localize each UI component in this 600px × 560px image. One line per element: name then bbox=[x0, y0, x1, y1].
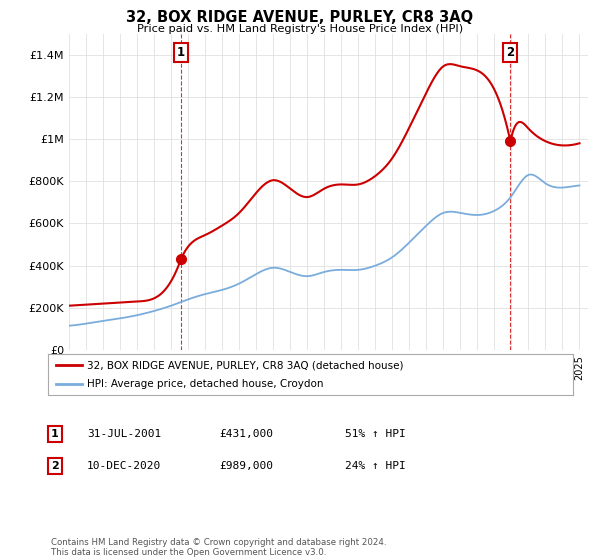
Text: Price paid vs. HM Land Registry's House Price Index (HPI): Price paid vs. HM Land Registry's House … bbox=[137, 24, 463, 34]
Text: Contains HM Land Registry data © Crown copyright and database right 2024.
This d: Contains HM Land Registry data © Crown c… bbox=[51, 538, 386, 557]
Text: 31-JUL-2001: 31-JUL-2001 bbox=[87, 429, 161, 439]
Text: 2: 2 bbox=[506, 46, 514, 59]
Text: £431,000: £431,000 bbox=[219, 429, 273, 439]
Text: 10-DEC-2020: 10-DEC-2020 bbox=[87, 461, 161, 471]
Text: £989,000: £989,000 bbox=[219, 461, 273, 471]
Text: 32, BOX RIDGE AVENUE, PURLEY, CR8 3AQ: 32, BOX RIDGE AVENUE, PURLEY, CR8 3AQ bbox=[127, 10, 473, 25]
Text: HPI: Average price, detached house, Croydon: HPI: Average price, detached house, Croy… bbox=[88, 379, 324, 389]
Text: 32, BOX RIDGE AVENUE, PURLEY, CR8 3AQ (detached house): 32, BOX RIDGE AVENUE, PURLEY, CR8 3AQ (d… bbox=[88, 361, 404, 370]
Text: 24% ↑ HPI: 24% ↑ HPI bbox=[345, 461, 406, 471]
Text: 51% ↑ HPI: 51% ↑ HPI bbox=[345, 429, 406, 439]
Text: 1: 1 bbox=[51, 429, 59, 439]
Text: 1: 1 bbox=[177, 46, 185, 59]
Text: 2: 2 bbox=[51, 461, 59, 471]
